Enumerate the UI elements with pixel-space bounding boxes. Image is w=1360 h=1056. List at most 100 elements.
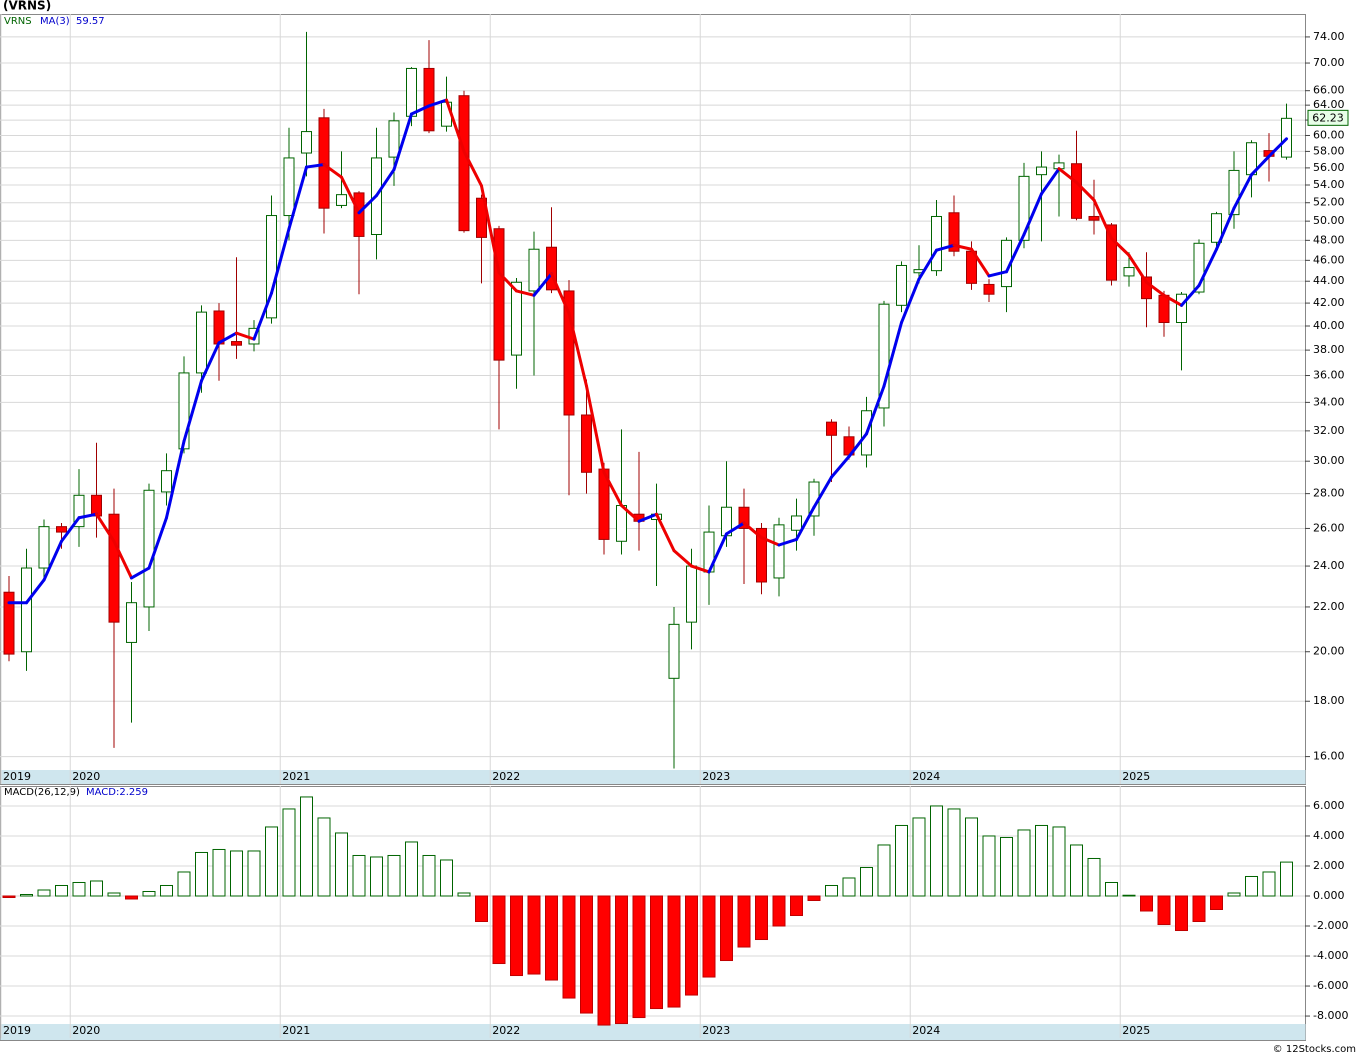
macd-bar: [300, 796, 313, 897]
y-tick-label: 26.00: [1313, 521, 1345, 534]
ma-segment: [112, 539, 133, 580]
macd-bar: [2, 895, 16, 898]
candle-body: [983, 283, 995, 295]
macd-bar: [107, 892, 121, 897]
ma-segment: [690, 564, 711, 574]
macd-bar: [1280, 861, 1293, 897]
legend-symbol: VRNS: [4, 16, 32, 27]
candle-body: [1036, 166, 1047, 176]
y-tick-label: -6.000: [1313, 979, 1348, 992]
ma-segment: [1110, 236, 1131, 257]
macd-bar: [650, 895, 663, 1010]
ma-segment: [235, 331, 256, 341]
y-tick-label: 48.00: [1313, 233, 1345, 246]
y-tick-label: 50.00: [1313, 214, 1345, 227]
macd-bar: [195, 851, 208, 897]
y-tick-label: 2.000: [1313, 859, 1345, 872]
legend-ma: MA(3): [40, 16, 70, 27]
candle-body: [458, 95, 470, 232]
macd-bar: [1017, 829, 1031, 897]
y-tick-label: 52.00: [1313, 196, 1345, 209]
macd-bar: [842, 877, 856, 897]
macd-bar: [160, 884, 173, 897]
ma-segment: [567, 311, 588, 388]
macd-bar: [1192, 895, 1206, 923]
ma-segment: [795, 505, 816, 541]
x-tick-label: 2023: [702, 770, 730, 783]
candle-body: [21, 567, 32, 653]
y-tick-label: 20.00: [1313, 645, 1345, 658]
candle-body: [301, 131, 312, 154]
candle-body: [108, 513, 120, 623]
candle-body: [563, 290, 575, 416]
legend-ma-value: 59.57: [76, 16, 105, 27]
candle-body: [353, 192, 365, 237]
footer: © 12Stocks.com: [1273, 1044, 1356, 1055]
y-tick-label: 18.00: [1313, 694, 1345, 707]
macd-bar: [527, 895, 541, 975]
ma-segment: [305, 163, 326, 169]
y-tick-label: 24.00: [1313, 559, 1345, 572]
ma-segment: [952, 243, 973, 251]
ma-segment: [585, 384, 606, 474]
candle-body: [931, 215, 942, 272]
candle-body: [3, 591, 15, 655]
y-tick-label: 44.00: [1313, 274, 1345, 287]
ma-segment: [1215, 206, 1236, 251]
macd-bar: [772, 895, 786, 927]
macd-bar: [1175, 895, 1188, 932]
candle-body: [581, 414, 592, 473]
y-tick-label: 0.000: [1313, 889, 1345, 902]
ma-segment: [410, 104, 431, 116]
ma-segment: [77, 512, 98, 520]
candle-body: [756, 527, 767, 583]
ma-segment: [497, 271, 518, 293]
ma-segment: [865, 384, 886, 436]
ma-segment: [165, 439, 186, 520]
candle-body: [161, 470, 172, 493]
candle-body: [511, 281, 522, 356]
candle-body: [336, 194, 347, 206]
ma-segment: [217, 331, 238, 345]
macd-bar: [1087, 857, 1101, 897]
y-tick-label: 6.000: [1313, 799, 1345, 812]
x-tick-label: 2020: [72, 1024, 100, 1037]
y-tick-label: 42.00: [1313, 296, 1345, 309]
x-tick-label: 2025: [1122, 1024, 1150, 1037]
ma-segment: [882, 321, 903, 388]
x-tick-label: 2023: [702, 1024, 730, 1037]
y-tick-label: 46.00: [1313, 253, 1345, 266]
ma-segment: [970, 247, 991, 278]
ma-segment: [620, 504, 641, 523]
ma-segment: [602, 470, 623, 508]
macd-bar: [212, 848, 226, 897]
macd-bar: [737, 895, 751, 948]
candle-body: [1211, 213, 1222, 243]
macd-bar: [492, 895, 506, 965]
macd-bar: [72, 881, 86, 897]
macd-bar: [422, 854, 436, 897]
macd-bar: [1035, 824, 1048, 897]
candle-body: [423, 67, 435, 132]
candle-body: [1018, 175, 1030, 241]
ma-segment: [252, 291, 273, 341]
ma-segment: [707, 532, 728, 574]
y-tick-label: -8.000: [1313, 1009, 1348, 1022]
y-tick-label: 70.00: [1313, 56, 1345, 69]
y-tick-label: 56.00: [1313, 161, 1345, 174]
candle-body: [213, 310, 225, 345]
candle-body: [196, 311, 207, 374]
macd-bar: [20, 893, 33, 897]
macd-title: MACD(26,12,9): [4, 787, 80, 798]
macd-bar: [685, 895, 698, 996]
macd-bar: [510, 895, 523, 977]
macd-bar: [475, 895, 488, 923]
macd-bar: [125, 895, 138, 900]
macd-bar: [965, 817, 978, 897]
candle-body: [388, 120, 400, 158]
macd-bar: [825, 884, 838, 897]
ma-segment: [1127, 253, 1148, 284]
ma-segment: [60, 516, 81, 543]
candle-body: [773, 524, 785, 579]
